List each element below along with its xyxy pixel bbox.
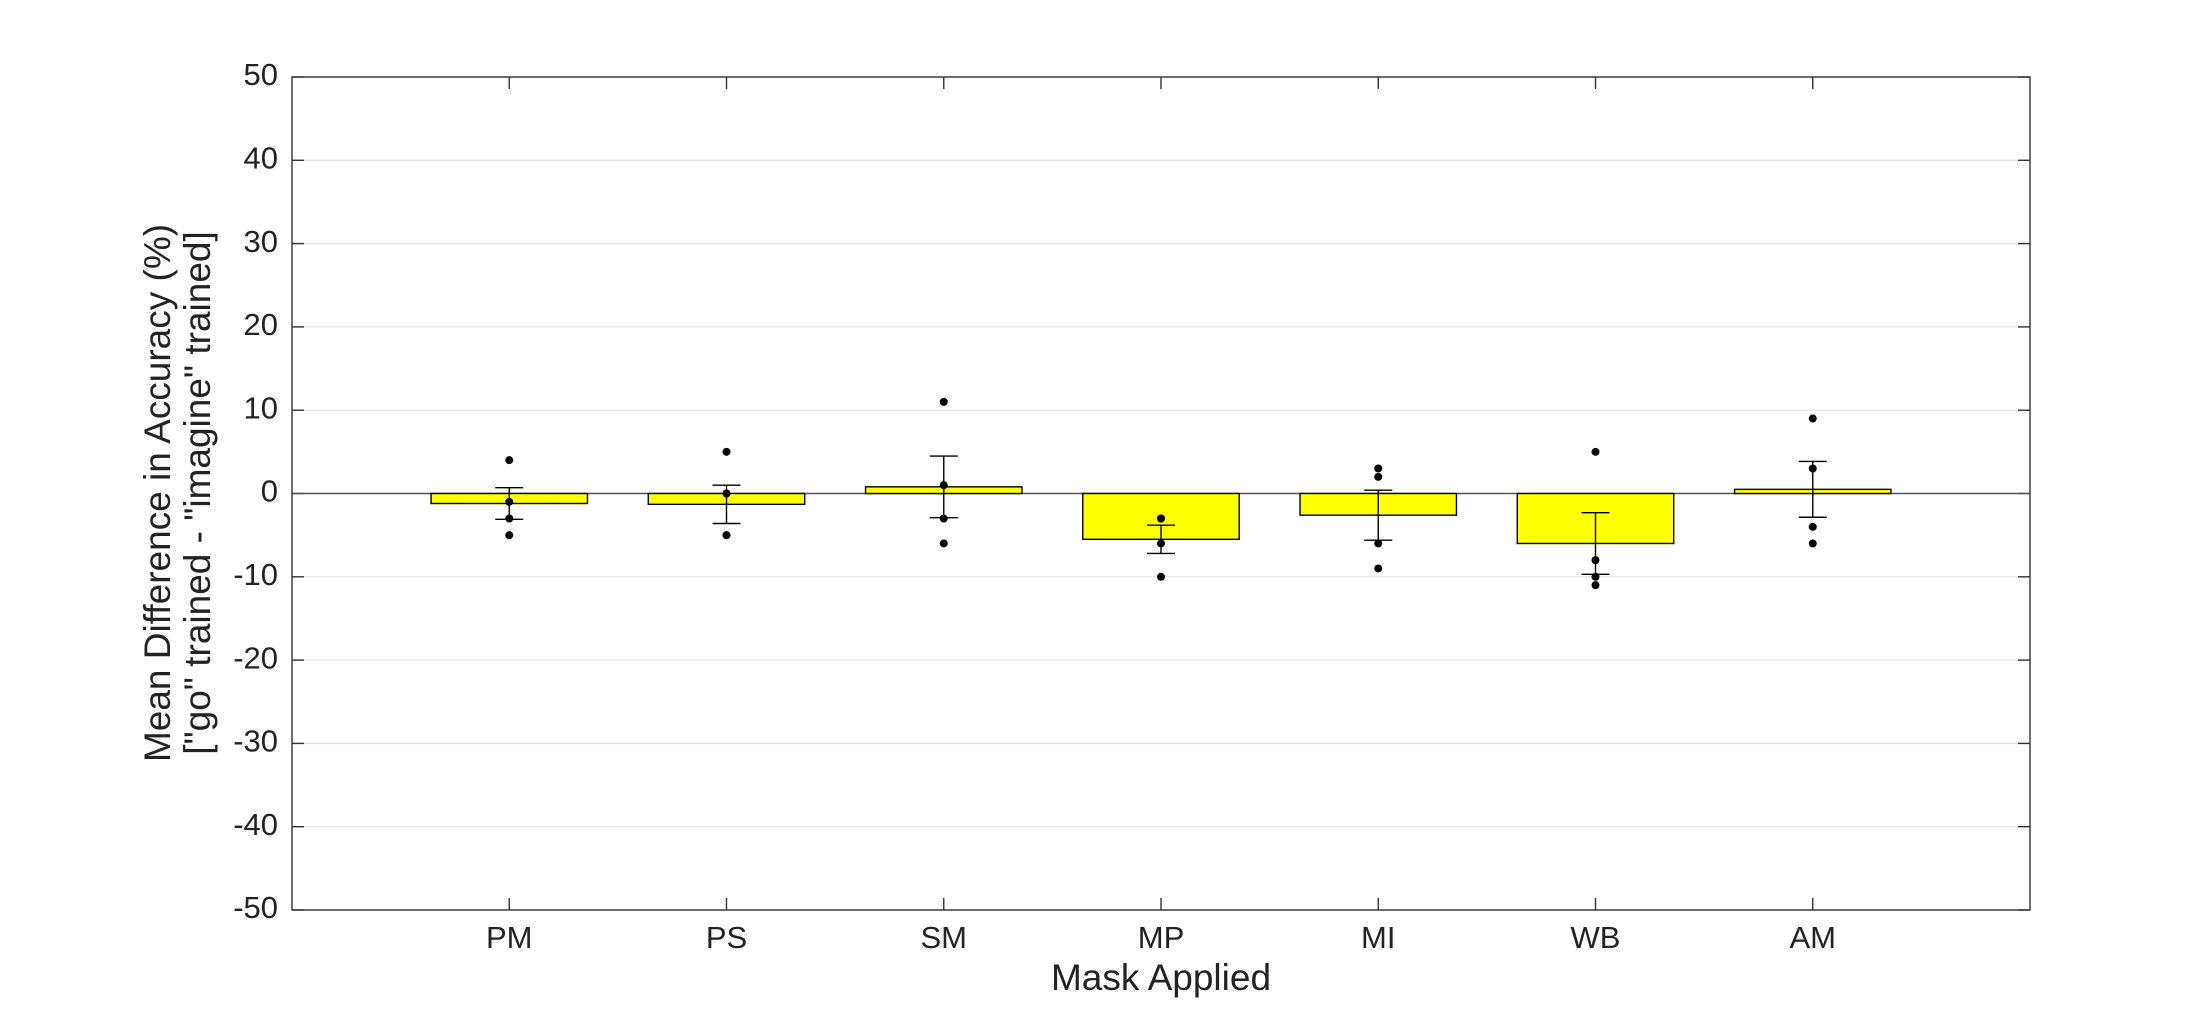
x-tick-label: SM [921,920,968,955]
y-axis-label: Mean Difference in Accuracy (%) [137,224,178,762]
data-point [722,489,731,498]
y-tick-label: 20 [244,307,278,342]
data-point [1808,522,1817,531]
data-point [505,531,514,540]
data-point [1591,581,1600,590]
data-point [505,456,514,465]
data-point [939,397,948,406]
data-point [939,481,948,490]
data-point [722,531,731,540]
x-tick-label: MI [1361,920,1395,955]
data-point [1157,514,1165,523]
y-tick-label: 50 [244,57,278,92]
data-point [722,447,731,456]
y-tick-label: 40 [244,140,278,175]
y-tick-label: -20 [233,640,278,675]
data-point [505,497,514,506]
data-point [1157,539,1165,548]
data-point [1374,564,1383,573]
y-tick-label: 10 [244,390,278,425]
y-axis-label: ["go" trained - "imagine" trained] [177,231,218,755]
y-tick-label: -10 [233,557,278,592]
data-point [505,514,514,523]
y-tick-label: -50 [233,890,278,925]
data-point [1374,472,1383,481]
data-point [1374,464,1383,473]
plot-frame [291,76,2031,911]
data-point [939,539,948,548]
x-axis-label: Mask Applied [1051,957,1271,998]
x-tick-label: MP [1138,920,1185,955]
data-point [1374,539,1383,548]
y-tick-label: 0 [261,474,278,509]
data-point [1808,414,1817,423]
x-tick-label: AM [1790,920,1837,955]
data-point [1808,539,1817,548]
data-point [1157,572,1165,581]
x-tick-label: PS [706,920,747,955]
x-tick-label: WB [1571,920,1621,955]
data-point [1591,447,1600,456]
y-tick-label: 30 [244,224,278,259]
data-point [1808,464,1817,473]
x-tick-label: PM [486,920,533,955]
data-point [939,514,948,523]
y-tick-label: -30 [233,724,278,759]
data-point [1591,556,1600,565]
y-tick-label: -40 [233,807,278,842]
data-point [1591,572,1600,581]
